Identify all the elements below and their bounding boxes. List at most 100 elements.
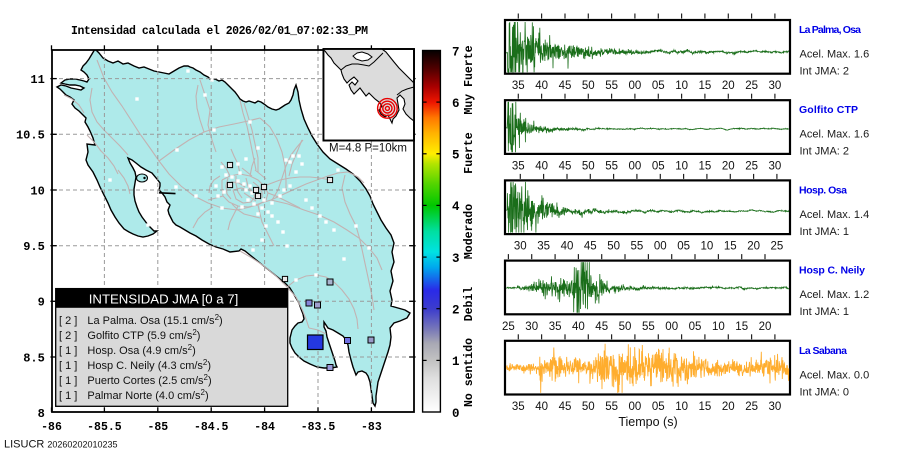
svg-text:Hosp. Osa (4.9 cm/s2): Hosp. Osa (4.9 cm/s2) bbox=[87, 343, 195, 357]
svg-text:40: 40 bbox=[535, 401, 548, 413]
svg-text:55: 55 bbox=[642, 321, 655, 333]
svg-text:Palmar Norte (4.0 cm/s2): Palmar Norte (4.0 cm/s2) bbox=[87, 388, 208, 402]
svg-text:1: 1 bbox=[452, 355, 460, 369]
svg-text:25: 25 bbox=[745, 80, 758, 92]
svg-text:15: 15 bbox=[699, 80, 712, 92]
svg-text:25: 25 bbox=[771, 241, 784, 253]
svg-text:La Sabana: La Sabana bbox=[799, 345, 847, 357]
svg-text:35: 35 bbox=[512, 80, 525, 92]
svg-text:La Palma, Osa: La Palma, Osa bbox=[799, 24, 861, 36]
svg-text:55: 55 bbox=[631, 241, 644, 253]
svg-text:10: 10 bbox=[675, 80, 688, 92]
svg-text:Acel. Max. 1.4: Acel. Max. 1.4 bbox=[800, 209, 870, 221]
svg-text:9: 9 bbox=[38, 296, 45, 310]
svg-text:35: 35 bbox=[537, 241, 550, 253]
svg-text:10: 10 bbox=[675, 401, 688, 413]
svg-text:5: 5 bbox=[452, 149, 460, 163]
svg-text:05: 05 bbox=[677, 241, 690, 253]
svg-text:Int JMA: 2: Int JMA: 2 bbox=[800, 146, 850, 158]
svg-text:05: 05 bbox=[652, 401, 665, 413]
svg-text:45: 45 bbox=[584, 241, 597, 253]
svg-text:Int JMA: 2: Int JMA: 2 bbox=[800, 66, 850, 78]
svg-text:Fuerte: Fuerte bbox=[463, 132, 476, 174]
svg-text:No sentido: No sentido bbox=[463, 338, 476, 407]
svg-text:Hosp C. Neily (4.3 cm/s2): Hosp C. Neily (4.3 cm/s2) bbox=[87, 358, 211, 372]
svg-text:30: 30 bbox=[769, 80, 782, 92]
svg-text:Acel. Max. 1.6: Acel. Max. 1.6 bbox=[800, 49, 870, 61]
svg-text:40: 40 bbox=[535, 80, 548, 92]
svg-text:20: 20 bbox=[759, 321, 772, 333]
svg-text:15: 15 bbox=[699, 401, 712, 413]
svg-text:20: 20 bbox=[722, 401, 735, 413]
svg-text:Puerto Cortes (2.5 cm/s2): Puerto Cortes (2.5 cm/s2) bbox=[87, 373, 211, 387]
svg-text:50: 50 bbox=[619, 321, 632, 333]
svg-text:40: 40 bbox=[572, 321, 585, 333]
svg-text:3: 3 bbox=[452, 252, 460, 266]
svg-text:10.5: 10.5 bbox=[16, 129, 45, 143]
svg-text:05: 05 bbox=[652, 160, 665, 172]
svg-text:-84: -84 bbox=[254, 421, 275, 434]
svg-text:LISUCR 20260202010235: LISUCR 20260202010235 bbox=[4, 439, 117, 451]
svg-text:25: 25 bbox=[745, 401, 758, 413]
svg-text:05: 05 bbox=[689, 321, 702, 333]
svg-text:50: 50 bbox=[582, 160, 595, 172]
svg-text:-84.5: -84.5 bbox=[194, 421, 229, 434]
svg-text:Acel. Max. 0.0: Acel. Max. 0.0 bbox=[800, 369, 870, 381]
svg-text:35: 35 bbox=[512, 401, 525, 413]
svg-text:00: 00 bbox=[629, 401, 642, 413]
svg-text:8: 8 bbox=[38, 407, 45, 421]
svg-text:00: 00 bbox=[629, 80, 642, 92]
svg-text:55: 55 bbox=[605, 80, 618, 92]
svg-text:20: 20 bbox=[747, 241, 760, 253]
svg-text:25: 25 bbox=[745, 160, 758, 172]
svg-text:4: 4 bbox=[452, 200, 460, 214]
svg-text:45: 45 bbox=[559, 160, 572, 172]
svg-text:Golfito CTP (5.9 cm/s2): Golfito CTP (5.9 cm/s2) bbox=[87, 328, 200, 342]
svg-text:9.5: 9.5 bbox=[23, 240, 45, 254]
svg-text:15: 15 bbox=[724, 241, 737, 253]
svg-text:55: 55 bbox=[605, 160, 618, 172]
svg-text:0: 0 bbox=[452, 407, 460, 421]
svg-text:[ 1 ]: [ 1 ] bbox=[59, 390, 77, 402]
svg-text:Moderado: Moderado bbox=[463, 204, 476, 259]
svg-text:20: 20 bbox=[722, 160, 735, 172]
svg-text:30: 30 bbox=[769, 401, 782, 413]
svg-text:2: 2 bbox=[452, 304, 460, 318]
svg-text:00: 00 bbox=[665, 321, 678, 333]
svg-text:25: 25 bbox=[502, 321, 515, 333]
svg-text:[ 1 ]: [ 1 ] bbox=[59, 375, 77, 387]
svg-text:35: 35 bbox=[512, 160, 525, 172]
svg-text:Hosp C. Neily: Hosp C. Neily bbox=[799, 265, 865, 277]
svg-text:30: 30 bbox=[525, 321, 538, 333]
svg-text:35: 35 bbox=[549, 321, 562, 333]
svg-text:-85: -85 bbox=[147, 421, 168, 434]
svg-text:40: 40 bbox=[535, 160, 548, 172]
svg-text:6: 6 bbox=[452, 97, 460, 111]
svg-text:10: 10 bbox=[675, 160, 688, 172]
svg-text:45: 45 bbox=[595, 321, 608, 333]
svg-text:Debil: Debil bbox=[463, 287, 476, 322]
svg-text:45: 45 bbox=[559, 80, 572, 92]
svg-text:Int JMA: 1: Int JMA: 1 bbox=[800, 226, 850, 238]
svg-text:15: 15 bbox=[735, 321, 748, 333]
svg-text:-85.5: -85.5 bbox=[87, 421, 122, 434]
svg-text:INTENSIDAD JMA [0 a 7]: INTENSIDAD JMA [0 a 7] bbox=[89, 292, 239, 307]
svg-text:Intensidad calculada el 2026/0: Intensidad calculada el 2026/02/01_07:02… bbox=[71, 25, 368, 38]
svg-text:[ 1 ]: [ 1 ] bbox=[59, 345, 77, 357]
svg-text:30: 30 bbox=[514, 241, 527, 253]
svg-text:8.5: 8.5 bbox=[23, 351, 45, 365]
svg-text:Tiempo (s): Tiempo (s) bbox=[618, 415, 677, 429]
svg-text:Acel. Max. 1.6: Acel. Max. 1.6 bbox=[800, 129, 870, 141]
svg-text:00: 00 bbox=[629, 160, 642, 172]
svg-text:M=4.8 P=10km: M=4.8 P=10km bbox=[329, 143, 407, 155]
svg-text:40: 40 bbox=[561, 241, 574, 253]
svg-text:50: 50 bbox=[582, 401, 595, 413]
svg-text:Int JMA: 1: Int JMA: 1 bbox=[800, 306, 850, 318]
svg-text:15: 15 bbox=[699, 160, 712, 172]
svg-text:00: 00 bbox=[654, 241, 667, 253]
svg-text:-83: -83 bbox=[361, 421, 382, 434]
svg-text:20: 20 bbox=[722, 80, 735, 92]
svg-text:Int JMA: 0: Int JMA: 0 bbox=[800, 386, 850, 398]
svg-text:30: 30 bbox=[769, 160, 782, 172]
svg-text:10: 10 bbox=[30, 184, 44, 198]
